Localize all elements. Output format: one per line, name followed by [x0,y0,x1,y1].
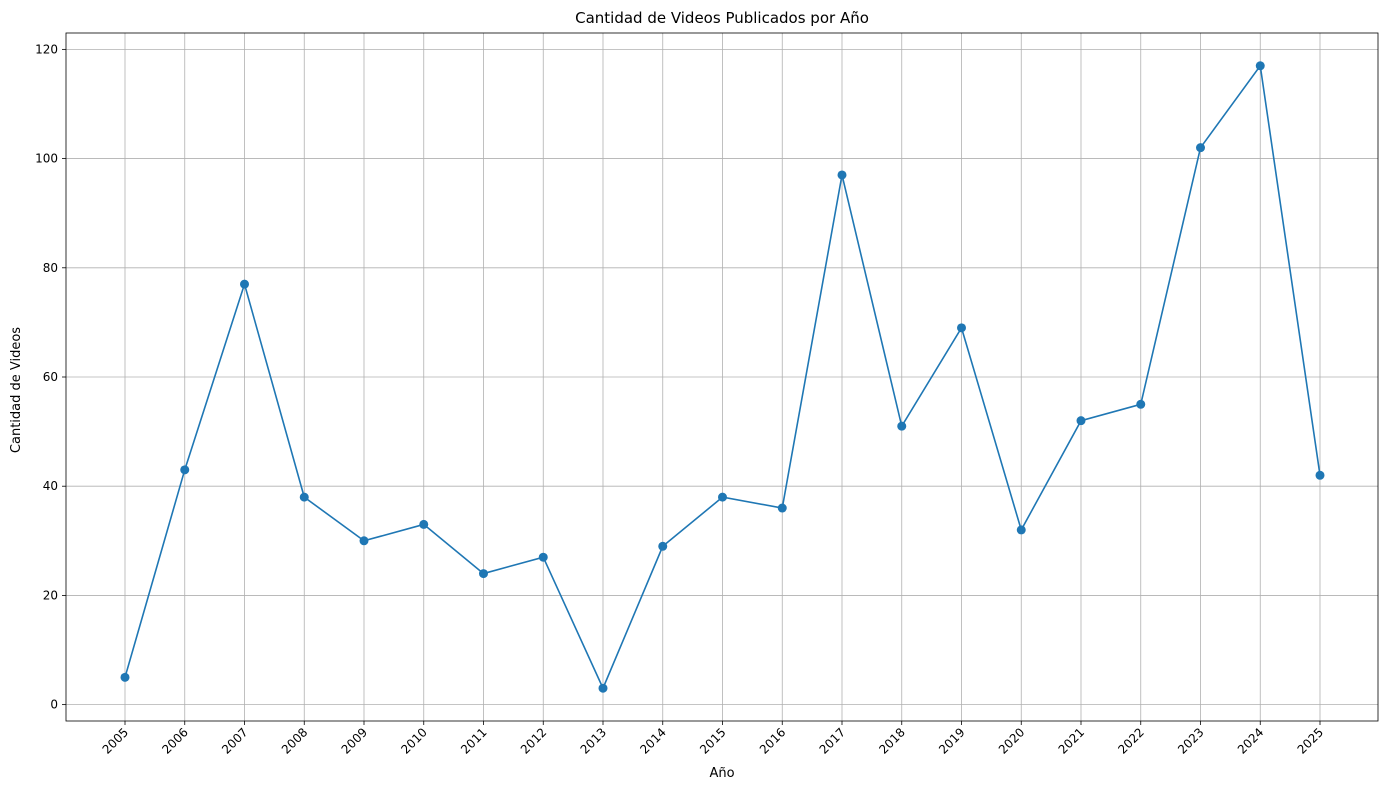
x-tick-label: 2006 [159,725,190,756]
x-tick-label: 2025 [1295,725,1326,756]
x-tick-label: 2014 [637,725,668,756]
x-tick-label: 2018 [876,725,907,756]
x-axis-title: Año [709,766,734,781]
data-point [957,323,966,333]
data-point [1076,416,1086,426]
data-points [120,61,1325,693]
axes [62,32,1379,725]
data-point [180,465,190,475]
data-point [897,421,907,431]
y-axis-title: Cantidad de Videos [9,327,24,453]
x-tick-label: 2019 [936,725,967,756]
y-tick-label: 0 [50,698,58,712]
data-point [120,672,130,682]
plot-frame [65,32,1379,722]
data-point [658,541,668,551]
x-tick-label: 2024 [1235,725,1266,756]
x-tick-label: 2021 [1056,725,1087,756]
x-tick-label: 2020 [996,725,1027,756]
data-point [299,492,309,502]
x-tick-label: 2012 [518,725,549,756]
data-point [837,170,847,180]
data-point [479,569,488,579]
x-tick-label: 2005 [100,725,131,756]
data-point [1016,525,1026,535]
x-tick-label: 2022 [1115,725,1146,756]
y-tick-label: 120 [35,42,58,56]
grid-lines [66,33,1378,721]
chart-title: Cantidad de Videos Publicados por Año [575,9,869,27]
x-tick-label: 2017 [817,725,848,756]
y-tick-label: 60 [43,370,58,384]
x-tick-label: 2023 [1175,725,1206,756]
y-tick-label: 100 [35,152,58,166]
x-tick-label: 2009 [339,725,370,756]
x-tick-label: 2016 [757,725,788,756]
data-point [240,279,249,289]
x-tick-label: 2008 [279,725,310,756]
x-tick-label: 2013 [578,725,609,756]
y-tick-labels: 0 20 40 60 80 100 120 [35,42,58,711]
data-point [1136,399,1146,409]
data-point [1196,143,1205,153]
y-tick-label: 20 [43,588,58,602]
data-point [718,492,727,502]
data-point [1255,61,1265,71]
data-point [598,683,608,693]
y-tick-label: 80 [43,261,58,275]
x-tick-label: 2011 [458,725,489,756]
data-point [777,503,787,513]
data-point [419,519,429,529]
data-point [359,536,369,546]
data-point [538,552,548,562]
x-tick-label: 2007 [219,725,250,756]
y-tick-label: 40 [43,479,58,493]
data-point [1315,470,1325,480]
x-tick-label: 2010 [398,725,429,756]
x-tick-label: 2015 [697,725,728,756]
x-tick-labels: 2005 2006 2007 2008 2009 2010 2011 2012 2013 2014… [100,725,1326,756]
